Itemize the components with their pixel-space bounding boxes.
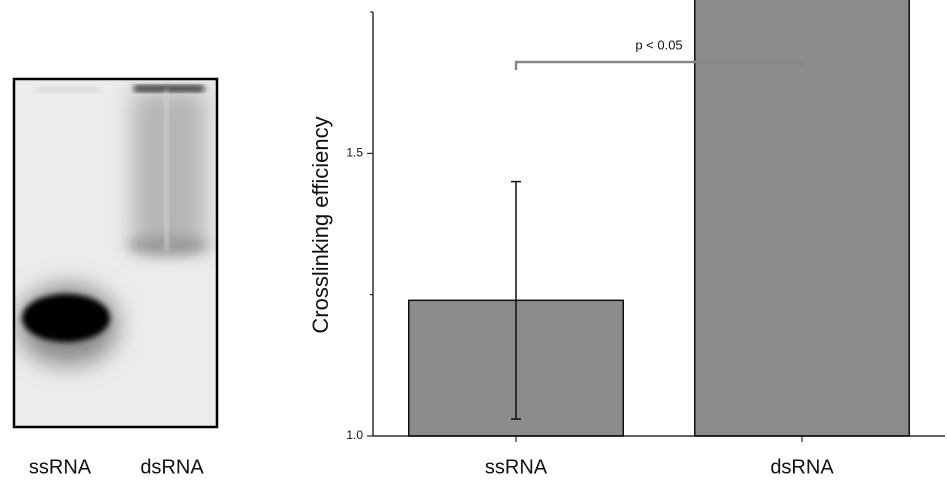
x-tick-label: dsRNA <box>770 456 834 478</box>
annotation: p < 0.05 <box>635 37 682 52</box>
y-axis-label: Crosslinking efficiency <box>308 116 333 333</box>
x-tick-label: ssRNA <box>485 456 548 478</box>
y-tick-label: 1.5 <box>346 146 363 160</box>
gel-lane-label: dsRNA <box>140 456 204 478</box>
figure: ssRNA dsRNA Crosslinking efficiency 1.0 1… <box>0 0 947 480</box>
y-tick-label: 1.0 <box>346 428 363 442</box>
gel-lane-label: ssRNA <box>29 456 92 478</box>
gel-image <box>14 79 217 427</box>
